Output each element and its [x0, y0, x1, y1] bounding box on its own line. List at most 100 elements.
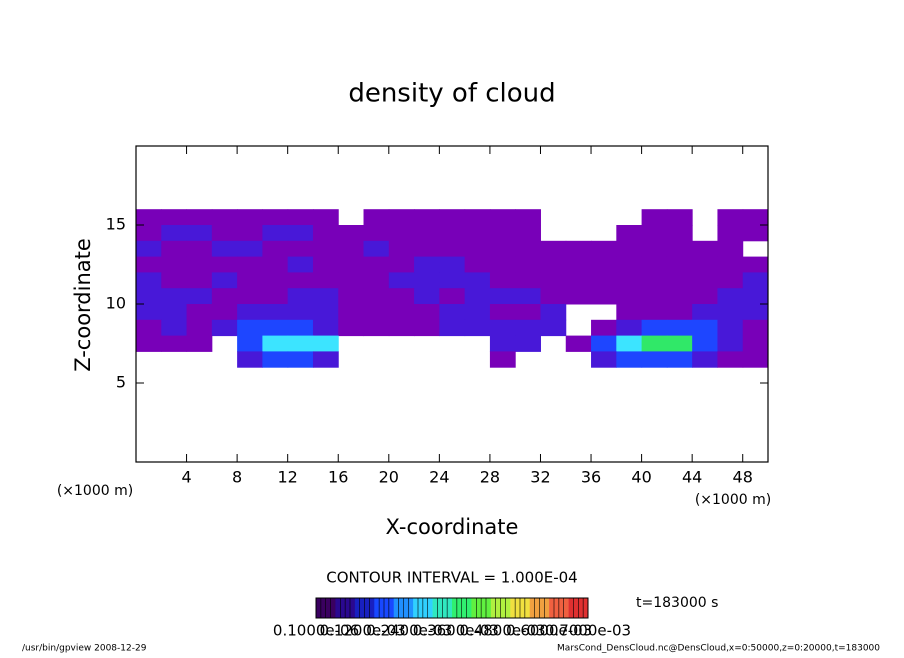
- cell: [565, 272, 592, 289]
- cell: [262, 304, 289, 321]
- cell: [692, 256, 718, 273]
- cell: [237, 319, 263, 337]
- cell: [211, 288, 238, 305]
- cell: [211, 304, 238, 321]
- cell: [489, 351, 516, 368]
- cell: [186, 256, 213, 273]
- cell: [616, 272, 643, 289]
- cell: [489, 288, 516, 305]
- footer-right: MarsCond_DensCloud.nc@DensCloud,x=0:5000…: [557, 644, 880, 654]
- cell: [540, 319, 567, 337]
- cell: [287, 240, 314, 258]
- cell: [363, 304, 390, 321]
- cell: [439, 256, 466, 273]
- cell: [540, 288, 567, 305]
- cell: [136, 209, 162, 226]
- cell: [262, 319, 289, 337]
- cell: [641, 304, 668, 321]
- chart-title: density of cloud: [348, 79, 555, 109]
- colorbar-tick-label: 0.4800e-03: [459, 622, 545, 640]
- cell: [136, 272, 162, 289]
- cell: [363, 319, 390, 337]
- cell: [641, 225, 668, 242]
- cell: [186, 319, 213, 337]
- cell: [616, 256, 643, 273]
- cell: [414, 319, 440, 337]
- cell: [591, 288, 617, 305]
- x-unit-label: (×1000 m): [695, 492, 771, 508]
- colorbar-tick-label: 0.2400e-03: [366, 622, 452, 640]
- cell: [262, 335, 289, 352]
- cell: [262, 256, 289, 273]
- cell: [742, 209, 769, 226]
- cell: [186, 240, 213, 258]
- cell: [388, 256, 415, 273]
- cell: [439, 319, 466, 337]
- cell: [237, 209, 263, 226]
- cell: [742, 225, 769, 242]
- cell: [515, 256, 541, 273]
- cell: [262, 240, 289, 258]
- cell: [666, 256, 693, 273]
- cell: [439, 288, 466, 305]
- cell: [161, 272, 188, 289]
- cell: [591, 256, 617, 273]
- cell: [237, 225, 263, 242]
- cell: [641, 240, 668, 258]
- cell: [717, 351, 744, 368]
- cell: [136, 288, 162, 305]
- cell: [666, 304, 693, 321]
- cell: [641, 351, 668, 368]
- x-tick-label: 28: [480, 468, 500, 487]
- cell: [338, 304, 365, 321]
- cell: [287, 225, 314, 242]
- y-tick-label: 10: [106, 294, 126, 313]
- cell: [489, 225, 516, 242]
- time-label: t=183000 s: [636, 595, 718, 611]
- cell: [666, 272, 693, 289]
- colorbar-tick-label: 0.7000e-03: [545, 622, 631, 640]
- cell: [161, 288, 188, 305]
- cell: [464, 288, 491, 305]
- field: [136, 209, 769, 368]
- cell: [616, 304, 643, 321]
- cell: [414, 288, 440, 305]
- cell: [616, 240, 643, 258]
- cell: [540, 256, 567, 273]
- cell: [666, 335, 693, 352]
- cell: [489, 304, 516, 321]
- x-tick-label: 32: [530, 468, 550, 487]
- cell: [489, 319, 516, 337]
- cell: [489, 209, 516, 226]
- cell: [186, 272, 213, 289]
- cell: [692, 351, 718, 368]
- y-tick-label: 15: [106, 215, 126, 234]
- x-tick-label: 4: [181, 468, 191, 487]
- cell: [692, 304, 718, 321]
- cell: [414, 304, 440, 321]
- cell: [161, 335, 188, 352]
- cell: [338, 288, 365, 305]
- x-tick-label: 24: [429, 468, 449, 487]
- cell: [439, 272, 466, 289]
- cell: [287, 256, 314, 273]
- cell: [464, 225, 491, 242]
- cell: [717, 304, 744, 321]
- cell: [641, 272, 668, 289]
- cell: [717, 319, 744, 337]
- cell: [641, 288, 668, 305]
- cell: [211, 256, 238, 273]
- cell: [338, 256, 365, 273]
- cell: [616, 288, 643, 305]
- cell: [186, 304, 213, 321]
- cell: [262, 272, 289, 289]
- cell: [262, 351, 289, 368]
- cell: [515, 209, 541, 226]
- colorbar-tick-label: 0.3600e-03: [413, 622, 499, 640]
- cell: [186, 225, 213, 242]
- cell: [439, 209, 466, 226]
- footer-left: /usr/bin/gpview 2008-12-29: [22, 644, 147, 654]
- cell: [237, 351, 263, 368]
- cell: [414, 240, 440, 258]
- cell: [439, 304, 466, 321]
